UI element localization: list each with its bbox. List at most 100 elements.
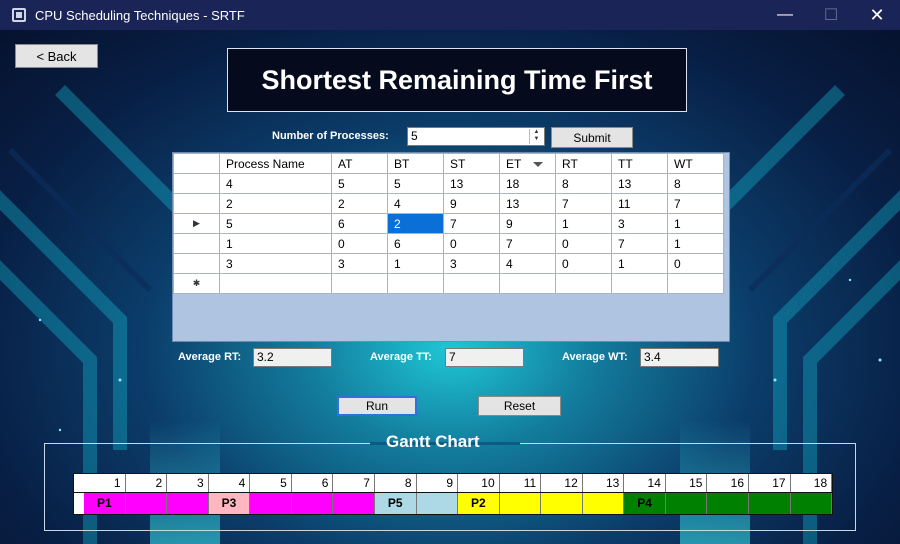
table-cell[interactable]: 3 xyxy=(611,213,668,234)
table-cell[interactable]: 5 xyxy=(331,173,388,194)
average-wt-label: Average WT: xyxy=(562,351,628,363)
gantt-time-tick: 9 xyxy=(417,474,459,492)
table-cell[interactable]: 7 xyxy=(611,233,668,254)
processes-number-input[interactable]: 5 ▲ ▼ xyxy=(407,127,545,146)
table-cell[interactable]: 7 xyxy=(555,193,612,214)
table-cell[interactable]: 1 xyxy=(667,233,724,254)
table-cell[interactable]: 5 xyxy=(219,213,332,234)
app-icon xyxy=(12,8,26,22)
minimize-button[interactable]: — xyxy=(777,6,793,23)
table-cell[interactable]: 2 xyxy=(219,193,332,214)
table-cell[interactable]: 3 xyxy=(219,253,332,274)
average-rt-field[interactable]: 3.2 xyxy=(253,348,332,367)
table-cell[interactable]: 2 xyxy=(387,213,444,234)
gantt-time-tick: 4 xyxy=(209,474,251,492)
table-cell[interactable]: 8 xyxy=(667,173,724,194)
column-header-bt[interactable]: BT xyxy=(387,153,444,174)
new-row-cell[interactable] xyxy=(611,273,668,294)
table-cell[interactable]: 7 xyxy=(667,193,724,214)
table-cell[interactable]: 11 xyxy=(611,193,668,214)
column-header-rt[interactable]: RT xyxy=(555,153,612,174)
table-row[interactable]: 2 2 4 9 13 7 11 7 xyxy=(173,193,724,214)
column-header-at[interactable]: AT xyxy=(331,153,388,174)
column-header-tt[interactable]: TT xyxy=(611,153,668,174)
table-cell[interactable]: 4 xyxy=(499,253,556,274)
process-table[interactable]: Process Name AT BT ST ET RT TT WT 4 5 5 13 18 8 13 8 2 2… xyxy=(172,152,730,342)
spin-up-icon[interactable]: ▲ xyxy=(533,129,540,135)
gantt-time-row: 1 2 3 4 5 6 7 8 9 10 11 12 13 14 15 16 17 18 xyxy=(74,474,833,493)
new-row-cell[interactable] xyxy=(219,273,332,294)
table-cell[interactable]: 1 xyxy=(387,253,444,274)
main-canvas: < Back Shortest Remaining Time First Num… xyxy=(0,30,900,544)
gantt-slot: P5 xyxy=(374,493,417,514)
gantt-slot xyxy=(250,493,292,514)
current-row-indicator-icon[interactable]: ▶ xyxy=(173,213,220,234)
row-header[interactable] xyxy=(173,193,220,214)
table-cell[interactable]: 1 xyxy=(667,213,724,234)
run-button[interactable]: Run xyxy=(337,396,417,416)
processes-spinner[interactable]: ▲ ▼ xyxy=(529,129,543,144)
table-row[interactable]: ▶ 5 6 2 7 9 1 3 1 xyxy=(173,213,724,234)
new-row-cell[interactable] xyxy=(555,273,612,294)
page-title: Shortest Remaining Time First xyxy=(227,48,687,112)
table-cell[interactable]: 0 xyxy=(331,233,388,254)
table-cell[interactable]: 8 xyxy=(555,173,612,194)
column-header-et[interactable]: ET xyxy=(499,153,556,174)
maximize-button[interactable]: ☐ xyxy=(823,7,839,24)
gantt-slot: P3 xyxy=(208,493,251,514)
table-cell[interactable]: 18 xyxy=(499,173,556,194)
table-cell[interactable]: 1 xyxy=(611,253,668,274)
column-header-wt[interactable]: WT xyxy=(667,153,724,174)
table-cell[interactable]: 13 xyxy=(443,173,500,194)
table-cell[interactable]: 0 xyxy=(555,253,612,274)
table-row[interactable]: 4 5 5 13 18 8 13 8 xyxy=(173,173,724,194)
column-header-st[interactable]: ST xyxy=(443,153,500,174)
table-cell[interactable]: 1 xyxy=(555,213,612,234)
average-tt-field[interactable]: 7 xyxy=(445,348,524,367)
table-cell[interactable]: 1 xyxy=(219,233,332,254)
table-cell[interactable]: 2 xyxy=(331,193,388,214)
gantt-title-backdrop xyxy=(370,442,520,445)
new-row-cell[interactable] xyxy=(499,273,556,294)
gantt-time-tick: 18 xyxy=(791,474,833,492)
sort-descending-icon[interactable] xyxy=(533,161,544,167)
average-wt-field[interactable]: 3.4 xyxy=(640,348,719,367)
gantt-time-tick: 1 xyxy=(84,474,126,492)
row-header[interactable] xyxy=(173,233,220,254)
new-row[interactable]: ✱ xyxy=(173,273,724,294)
table-cell[interactable]: 7 xyxy=(443,213,500,234)
close-button[interactable]: ✕ xyxy=(869,4,885,25)
table-cell[interactable]: 4 xyxy=(387,193,444,214)
table-cell[interactable]: 0 xyxy=(667,253,724,274)
gantt-time-tick: 13 xyxy=(583,474,625,492)
row-header[interactable] xyxy=(173,253,220,274)
table-cell[interactable]: 9 xyxy=(443,193,500,214)
back-button[interactable]: < Back xyxy=(15,44,98,68)
table-cell[interactable]: 3 xyxy=(331,253,388,274)
new-row-cell[interactable] xyxy=(667,273,724,294)
table-cell[interactable]: 0 xyxy=(555,233,612,254)
reset-button[interactable]: Reset xyxy=(478,396,561,416)
spin-down-icon[interactable]: ▼ xyxy=(533,136,540,142)
new-row-cell[interactable] xyxy=(331,273,388,294)
table-cell[interactable]: 5 xyxy=(387,173,444,194)
table-cell[interactable]: 13 xyxy=(499,193,556,214)
row-header[interactable] xyxy=(173,173,220,194)
table-cell[interactable]: 7 xyxy=(499,233,556,254)
gantt-process-row: P1 P3 P5 P2 P4 xyxy=(74,493,833,514)
new-row-cell[interactable] xyxy=(387,273,444,294)
table-cell[interactable]: 6 xyxy=(331,213,388,234)
submit-button[interactable]: Submit xyxy=(551,127,633,148)
table-cell[interactable]: 4 xyxy=(219,173,332,194)
table-cell[interactable]: 9 xyxy=(499,213,556,234)
table-cell[interactable]: 3 xyxy=(443,253,500,274)
table-cell[interactable]: 6 xyxy=(387,233,444,254)
table-cell[interactable]: 0 xyxy=(443,233,500,254)
new-row-icon[interactable]: ✱ xyxy=(173,273,220,294)
new-row-cell[interactable] xyxy=(443,273,500,294)
gantt-time-tick: 3 xyxy=(167,474,209,492)
column-header-process-name[interactable]: Process Name xyxy=(219,153,332,174)
table-cell[interactable]: 13 xyxy=(611,173,668,194)
